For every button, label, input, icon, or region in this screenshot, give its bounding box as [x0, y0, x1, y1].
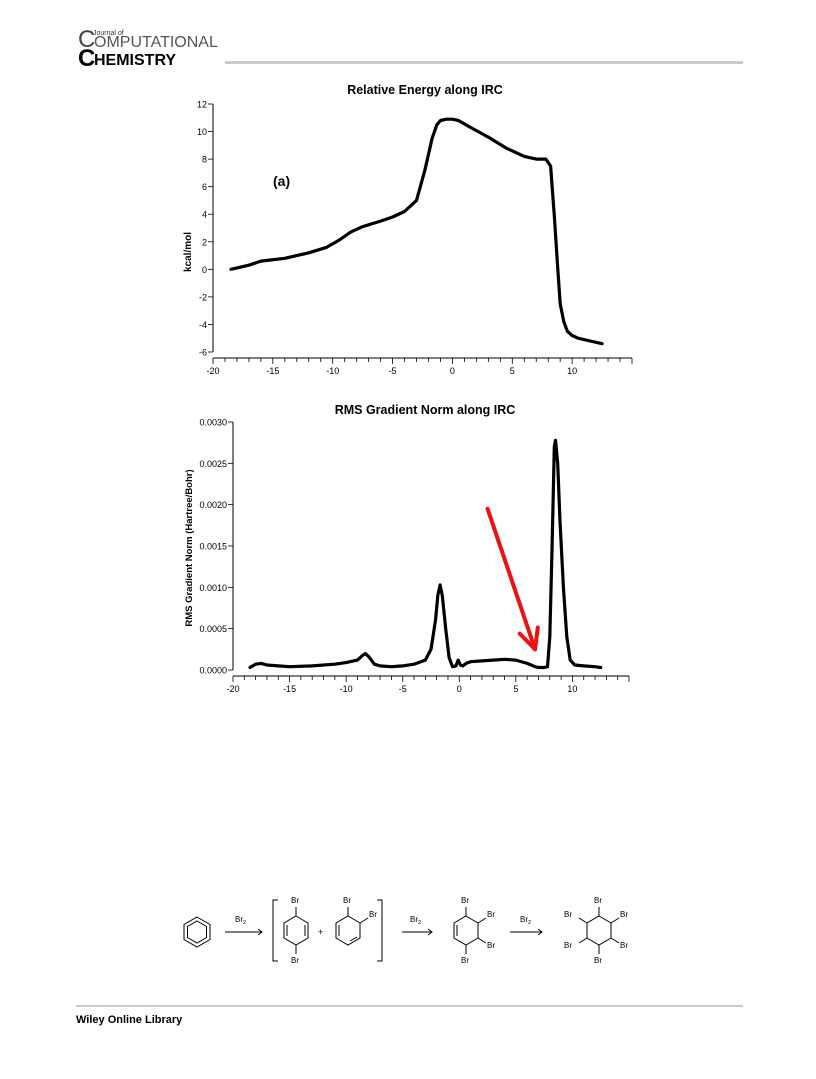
- br-label: Br: [369, 910, 377, 919]
- br-label: Br: [461, 896, 469, 905]
- journal-logo-initial-2: C: [78, 45, 95, 68]
- x-tick-label: -15: [266, 366, 279, 376]
- reaction-arrow-3: [510, 928, 543, 936]
- tetrabromo-cyclohexene: [453, 907, 487, 954]
- x-tick-label: -5: [389, 366, 397, 376]
- br-label: Br: [487, 941, 495, 950]
- y-tick-label: 8: [202, 155, 207, 165]
- journal-logo-initial-1: C: [78, 28, 95, 53]
- y-tick-label: 0.0000: [199, 666, 227, 676]
- y-tick-label: 0.0020: [199, 500, 227, 510]
- x-tick-label: -15: [283, 684, 296, 694]
- br-label: Br: [343, 896, 351, 905]
- y-axis-label: kcal/mol: [183, 232, 194, 272]
- br-label: Br: [291, 896, 299, 905]
- energy-chart: Relative Energy along IRC kcal/mol (a) -…: [183, 83, 633, 376]
- journal-logo-journal-of: Journal of: [93, 30, 124, 37]
- x-tick-label: -20: [206, 366, 219, 376]
- y-ticks: -6 -4 -2 0 2 4 6 8 10 12: [197, 100, 213, 358]
- x-ticks: -20 -15 -10 -5 0 5 10: [226, 684, 577, 694]
- scheme-structures: [183, 899, 620, 962]
- reaction-arrow-2: [402, 928, 433, 936]
- arrow-shaft: [485, 506, 538, 652]
- y-tick-label: 0.0010: [199, 583, 227, 593]
- y-tick-label: 0.0030: [199, 418, 227, 428]
- br-label: Br: [594, 896, 602, 905]
- x-tick-label: -20: [226, 684, 239, 694]
- y-ticks: 0.0000 0.0005 0.0010 0.0015 0.0020 0.0025 0.00…: [199, 418, 233, 676]
- br-label: Br: [291, 956, 299, 965]
- data-points: [250, 440, 601, 668]
- reagent-1: Br2: [235, 915, 246, 926]
- y-tick-label: -6: [199, 348, 207, 358]
- x-ticks: -20 -15 -10 -5 0 5 10: [206, 366, 577, 376]
- reaction-scheme: Br2 Br2 Br2 + Br Br Br Br Br Br Br Br Br…: [183, 896, 628, 965]
- journal-logo-line2: HEMISTRY: [94, 52, 176, 68]
- header-rule: [225, 61, 743, 64]
- x-tick-label: 0: [457, 684, 462, 694]
- br-label: Br: [594, 956, 602, 965]
- right-bracket: [377, 899, 383, 962]
- y-tick-label: -2: [199, 292, 207, 302]
- footer-rule: [76, 1005, 743, 1007]
- br-label: Br: [620, 910, 628, 919]
- br-label: Br: [620, 941, 628, 950]
- dibromo-cyclohexadiene-1-4: [283, 907, 309, 954]
- journal-logo: C C Journal of OMPUTATIONAL HEMISTRY: [76, 26, 236, 72]
- x-tick-label: 10: [567, 366, 577, 376]
- series-line: [229, 117, 604, 346]
- chart-title: Relative Energy along IRC: [347, 83, 503, 97]
- series-line: [248, 438, 603, 670]
- br-label: Br: [564, 910, 572, 919]
- arrow-head: [517, 625, 540, 652]
- x-tick-label: 5: [510, 366, 515, 376]
- benzene-structure: [183, 916, 211, 948]
- br-label: Br: [487, 910, 495, 919]
- dibromo-cyclohexadiene-1-2: [335, 907, 369, 946]
- reagent-3: Br2: [520, 915, 531, 926]
- red-arrow-annotation: [485, 506, 540, 652]
- footer-publisher: Wiley Online Library: [76, 1014, 183, 1026]
- y-tick-label: 2: [202, 237, 207, 247]
- left-bracket: [272, 899, 278, 962]
- y-tick-label: 4: [202, 210, 207, 220]
- y-tick-label: 0.0025: [199, 459, 227, 469]
- journal-logo-line1: OMPUTATIONAL: [94, 34, 218, 51]
- y-tick-label: 12: [197, 100, 207, 110]
- hexabromo-cyclohexane: [578, 907, 620, 954]
- br-label: Br: [461, 956, 469, 965]
- panel-label: (a): [273, 173, 290, 189]
- y-tick-label: 0: [202, 265, 207, 275]
- y-tick-label: 6: [202, 182, 207, 192]
- reagent-2: Br2: [410, 915, 421, 926]
- axes: [212, 104, 633, 364]
- gradient-chart: RMS Gradient Norm along IRC RMS Gradient…: [184, 403, 630, 694]
- x-tick-label: -10: [340, 684, 353, 694]
- y-tick-label: -4: [199, 320, 207, 330]
- br-label: Br: [564, 941, 572, 950]
- y-tick-label: 10: [197, 127, 207, 137]
- x-tick-label: 0: [450, 366, 455, 376]
- journal-logo-mark: C C Journal of OMPUTATIONAL HEMISTRY: [78, 26, 218, 72]
- y-tick-label: 0.0005: [199, 624, 227, 634]
- data-points: [231, 119, 602, 344]
- y-tick-label: 0.0015: [199, 542, 227, 552]
- chart-title: RMS Gradient Norm along IRC: [335, 403, 516, 417]
- x-tick-label: 5: [513, 684, 518, 694]
- y-axis-label: RMS Gradient Norm (Hartree/Bohr): [184, 469, 195, 626]
- x-tick-label: 10: [567, 684, 577, 694]
- x-tick-label: -10: [326, 366, 339, 376]
- plus-sign: +: [318, 927, 323, 937]
- reaction-arrow-1: [225, 928, 263, 936]
- x-tick-label: -5: [399, 684, 407, 694]
